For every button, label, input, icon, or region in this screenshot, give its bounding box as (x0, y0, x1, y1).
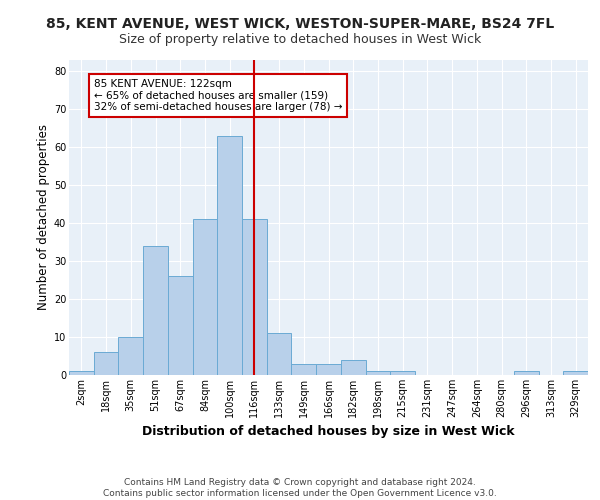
Bar (193, 220, 217, 375)
Text: 85 KENT AVENUE: 122sqm
← 65% of detached houses are smaller (159)
32% of semi-de: 85 KENT AVENUE: 122sqm ← 65% of detached… (94, 79, 342, 112)
Bar (365, 371, 390, 375)
Bar (69, 371, 94, 375)
Y-axis label: Number of detached properties: Number of detached properties (37, 124, 50, 310)
Bar (292, 364, 316, 375)
Bar (168, 276, 193, 375)
Bar (94, 352, 118, 375)
Bar (341, 360, 365, 375)
Bar (563, 371, 588, 375)
Bar (267, 334, 292, 375)
Bar (217, 136, 242, 375)
Bar (242, 220, 267, 375)
Text: 85, KENT AVENUE, WEST WICK, WESTON-SUPER-MARE, BS24 7FL: 85, KENT AVENUE, WEST WICK, WESTON-SUPER… (46, 18, 554, 32)
Bar (118, 337, 143, 375)
Text: Size of property relative to detached houses in West Wick: Size of property relative to detached ho… (119, 32, 481, 46)
Bar (514, 371, 539, 375)
Bar (143, 246, 168, 375)
Bar (316, 364, 341, 375)
Text: Contains HM Land Registry data © Crown copyright and database right 2024.
Contai: Contains HM Land Registry data © Crown c… (103, 478, 497, 498)
Bar (390, 371, 415, 375)
X-axis label: Distribution of detached houses by size in West Wick: Distribution of detached houses by size … (142, 426, 515, 438)
